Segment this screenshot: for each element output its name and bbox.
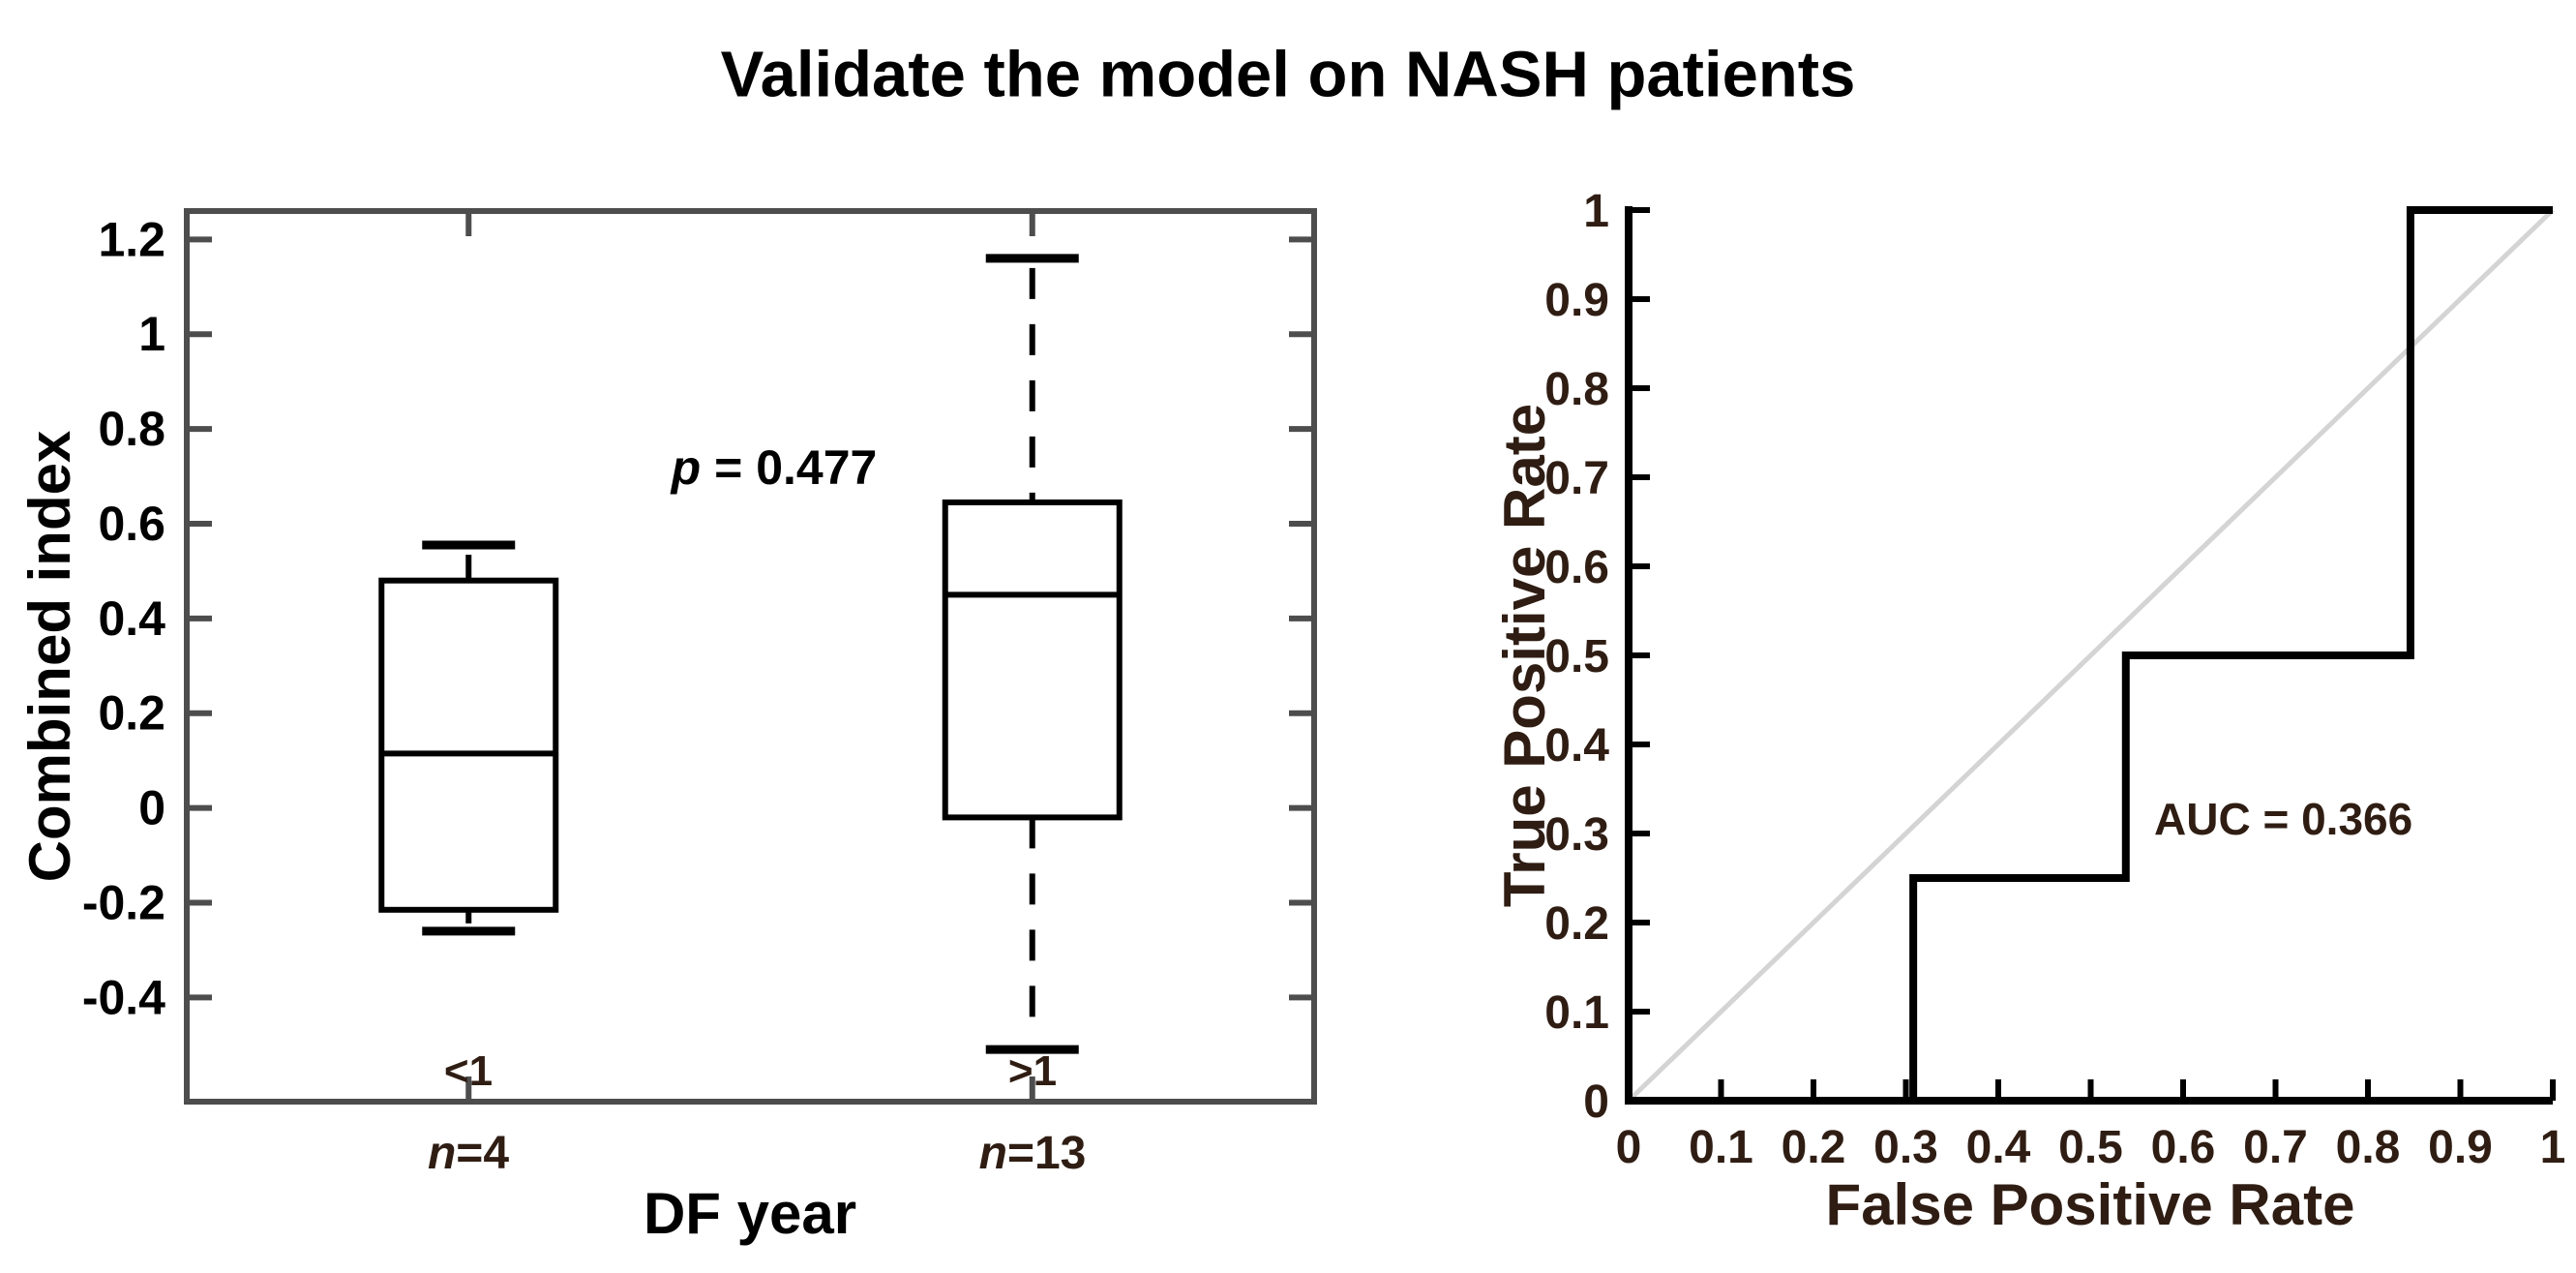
- roc-ytick-label: 0.6: [1544, 542, 1609, 593]
- figure-title: Validate the model on NASH patients: [720, 38, 1856, 111]
- auc-annotation: AUC = 0.366: [2154, 794, 2413, 844]
- box: [942, 499, 1123, 821]
- box: [378, 577, 559, 913]
- roc-xtick-label: 0.1: [1689, 1122, 1753, 1173]
- roc-ytick-label: 0.9: [1544, 275, 1609, 326]
- n-symbol: n: [427, 1128, 457, 1179]
- boxplot-x-axis-label: DF year: [643, 1181, 857, 1246]
- n-count: =4: [456, 1128, 510, 1179]
- roc-xtick-label: 0.9: [2428, 1122, 2493, 1173]
- roc-ytick-label: 0.4: [1544, 720, 1609, 772]
- roc-xtick-label: 0.7: [2243, 1122, 2308, 1173]
- roc-xtick-label: 0.8: [2336, 1122, 2401, 1173]
- roc-xtick-label: 0.4: [1966, 1122, 2031, 1173]
- boxplot-group1-tick-label: <1: [443, 1047, 494, 1095]
- roc-xtick-label: 0.3: [1873, 1122, 1938, 1173]
- boxplot-ytick-label: 0.8: [98, 402, 165, 456]
- roc-ytick-label: 0.5: [1544, 631, 1609, 682]
- boxplot-y-axis-label: Combined index: [17, 430, 82, 883]
- roc-ytick-label: 0.3: [1544, 809, 1609, 861]
- roc-ytick-label: 0.7: [1544, 453, 1609, 504]
- n-symbol: n: [978, 1128, 1007, 1179]
- boxplot-frame: [184, 208, 1317, 1105]
- p-symbol: p: [671, 440, 702, 495]
- chance-diagonal: [1627, 208, 2555, 1103]
- roc-xtick-label: 0: [1616, 1122, 1642, 1173]
- boxplot-ytick-label: -0.4: [82, 970, 165, 1024]
- boxplot-group1-n-label: n=4: [428, 1131, 509, 1177]
- p-value-annotation: p = 0.477: [672, 443, 878, 492]
- roc-xtick-label: 0.5: [2058, 1122, 2123, 1173]
- roc-ytick-label: 0: [1583, 1076, 1609, 1128]
- boxplot-ytick-label: 1: [138, 307, 165, 361]
- roc-ytick-label: 0.8: [1544, 364, 1609, 415]
- roc-ytick-label: 0.2: [1544, 898, 1609, 950]
- roc-ytick-label: 0.1: [1544, 987, 1609, 1039]
- boxplot-group2-tick-label: >1: [1007, 1047, 1058, 1095]
- boxplot-ytick-label: 0.2: [98, 686, 165, 741]
- n-count: =13: [1006, 1128, 1087, 1179]
- roc-y-axis-label: True Positive Rate: [1492, 403, 1557, 908]
- roc-xtick-label: 0.2: [1782, 1122, 1846, 1173]
- boxplot-group2-n-label: n=13: [979, 1131, 1087, 1177]
- boxplot-ytick-label: 0: [138, 781, 165, 835]
- boxplot-ytick-label: 0.6: [98, 497, 165, 551]
- roc-ytick-label: 1: [1583, 186, 1609, 237]
- boxplot-ytick-label: 1.2: [98, 212, 165, 266]
- roc-xtick-label: 0.6: [2151, 1122, 2216, 1173]
- boxplot-ytick-label: -0.2: [82, 875, 165, 929]
- roc-xtick-label: 1: [2540, 1122, 2566, 1173]
- boxplot-ytick-label: 0.4: [98, 591, 165, 646]
- roc-x-axis-label: False Positive Rate: [1825, 1172, 2355, 1237]
- p-value-text: = 0.477: [701, 440, 878, 495]
- roc-curve: [1629, 206, 2553, 1105]
